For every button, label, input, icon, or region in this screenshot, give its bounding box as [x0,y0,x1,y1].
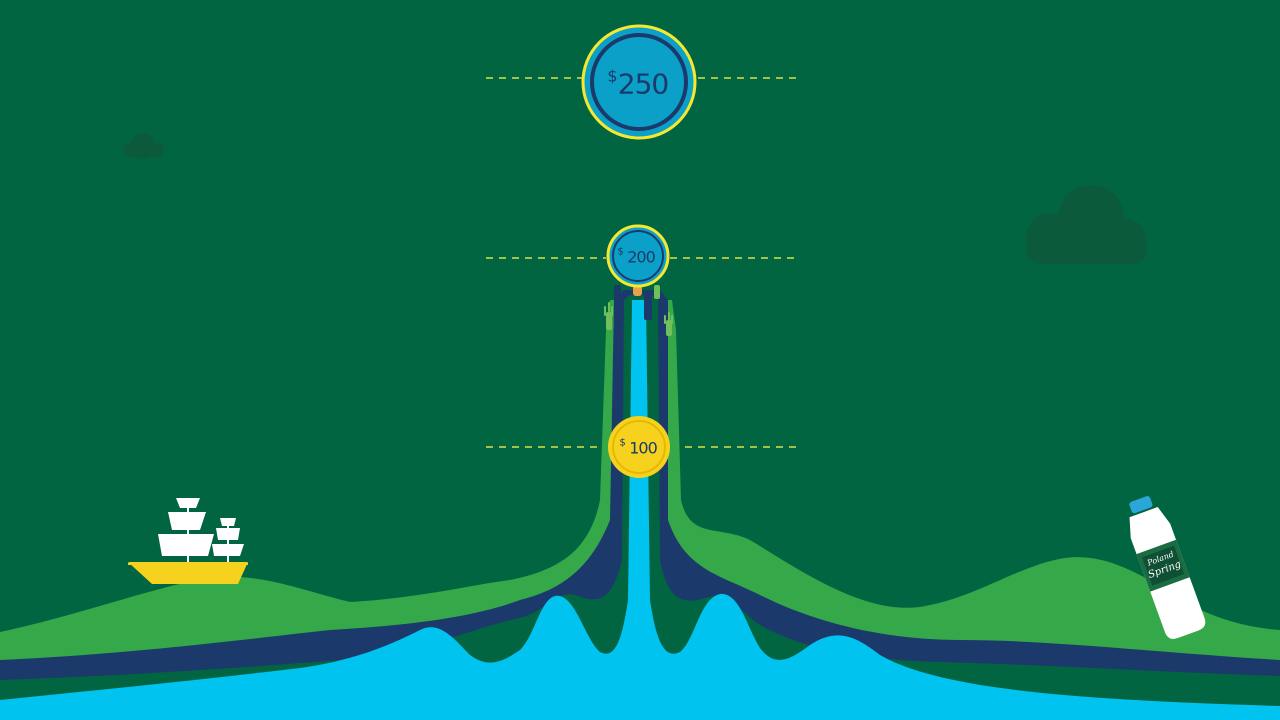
raised-hand-icon [644,290,652,320]
raised-hand-icon [604,302,613,330]
coin-200-amount: 200 [627,248,655,267]
coin-100-currency: $ [619,438,625,449]
landscape [0,290,1280,720]
coin-250-amount: 250 [618,68,668,101]
coin-250: $ 250 [581,24,697,140]
coin-200-currency: $ [617,247,623,258]
raised-hand-icon [654,285,660,299]
cloud-icon [123,133,164,159]
coin-250-currency: $ [607,67,616,86]
raised-hand-icon [614,285,621,305]
raised-hands [604,284,673,336]
coin-200: $ 200 [606,224,670,288]
guide-lines [486,77,796,448]
sailing-ship-icon [128,498,248,584]
coin-100: $ 100 [608,416,670,478]
cloud-icon [1026,185,1147,264]
raised-hand-icon [664,312,673,336]
water-layer [0,300,1280,720]
coin-100-amount: 100 [629,439,657,458]
water-bottle-icon: Poland Spring [1129,496,1206,639]
